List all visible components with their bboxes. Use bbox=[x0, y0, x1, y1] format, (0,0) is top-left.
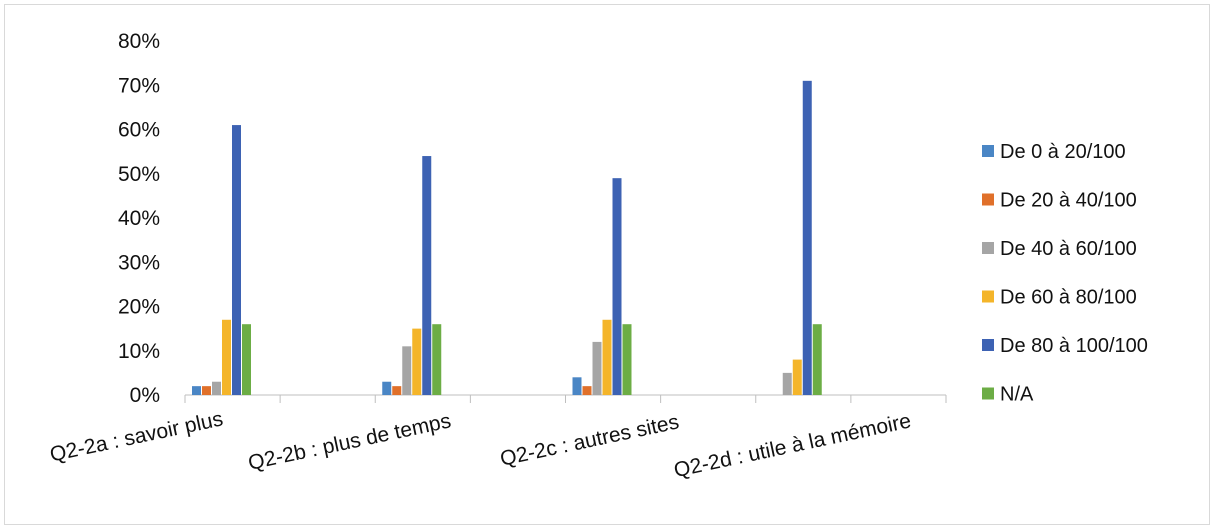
bar bbox=[402, 346, 412, 395]
axes: 0% 10% 20% 30% 40% 50% 60% 70% 80% bbox=[118, 30, 947, 407]
bar bbox=[422, 156, 432, 395]
legend-label: De 80 à 100/100 bbox=[1000, 335, 1148, 357]
legend-swatch bbox=[982, 290, 994, 303]
bar bbox=[582, 386, 592, 395]
bars bbox=[192, 80, 822, 395]
bar bbox=[602, 319, 612, 395]
legend-swatch bbox=[982, 145, 994, 157]
bar bbox=[412, 328, 422, 395]
bar bbox=[232, 125, 241, 395]
bar bbox=[202, 386, 211, 395]
y-tick-label: 10% bbox=[118, 340, 160, 363]
bar bbox=[622, 324, 632, 395]
y-tick-label: 60% bbox=[118, 119, 160, 142]
legend-swatch bbox=[982, 242, 994, 254]
category-label: Q2-2a : savoir plus bbox=[48, 407, 225, 466]
bar bbox=[392, 386, 402, 395]
bar bbox=[802, 80, 812, 395]
legend-swatch bbox=[982, 387, 994, 400]
y-tick-label: 0% bbox=[130, 384, 160, 407]
legend-label: De 60 à 80/100 bbox=[1000, 287, 1137, 309]
y-tick-label: 50% bbox=[118, 163, 160, 186]
legend-label: De 20 à 40/100 bbox=[1000, 190, 1137, 212]
y-tick-label: 30% bbox=[118, 251, 160, 274]
legend-swatch bbox=[982, 339, 994, 351]
legend-swatch bbox=[982, 193, 994, 206]
y-tick-label: 80% bbox=[118, 30, 160, 53]
bar bbox=[792, 359, 802, 395]
bar bbox=[592, 341, 602, 395]
bar bbox=[812, 324, 822, 395]
bar bbox=[212, 381, 221, 395]
x-axis-labels: Q2-2a : savoir plus Q2-2b : plus de temps… bbox=[48, 407, 913, 482]
y-tick-label: 40% bbox=[118, 207, 160, 230]
legend-label: De 40 à 60/100 bbox=[1000, 238, 1137, 260]
legend-label: N/A bbox=[1000, 384, 1034, 406]
chart-frame bbox=[4, 4, 1210, 525]
bar bbox=[222, 319, 231, 395]
bar bbox=[242, 324, 251, 395]
category-label: Q2-2c : autres sites bbox=[498, 410, 681, 470]
y-tick-label: 70% bbox=[118, 74, 160, 97]
y-tick-label: 20% bbox=[118, 296, 160, 319]
bar bbox=[432, 324, 442, 395]
bar bbox=[612, 178, 622, 395]
legend-label: De 0 à 20/100 bbox=[1000, 141, 1126, 163]
bar bbox=[782, 372, 792, 395]
category-label: Q2-2d : utile à la mémoire bbox=[672, 409, 913, 482]
bar bbox=[572, 377, 582, 395]
legend: De 0 à 20/100 De 20 à 40/100 De 40 à 60/10… bbox=[982, 141, 1148, 406]
bar bbox=[192, 386, 201, 395]
category-label: Q2-2b : plus de temps bbox=[246, 409, 453, 474]
bar bbox=[382, 381, 392, 395]
